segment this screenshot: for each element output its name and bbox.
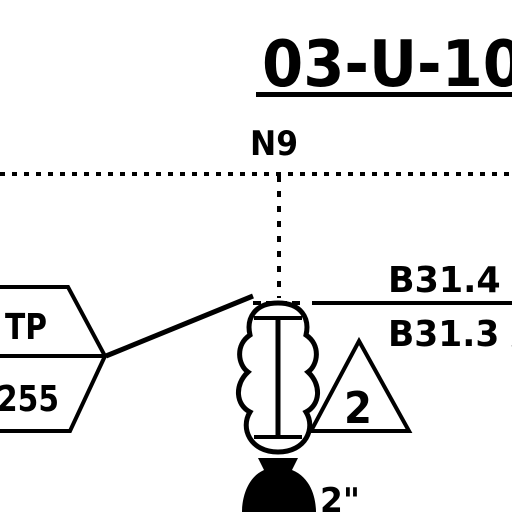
node-label: N9 <box>250 124 298 164</box>
leader-line <box>105 293 254 359</box>
revision-triangle <box>307 336 413 433</box>
spec-upper-label: B31.4 Y <box>388 260 512 301</box>
size-label: 2" <box>320 481 360 512</box>
tag-top-label: TP <box>5 307 47 348</box>
spec-lower-label: B31.3 A <box>388 314 512 355</box>
revision-number: 2 <box>344 383 372 434</box>
title-underline <box>256 92 512 97</box>
drawing-title: 03-U-10 <box>262 28 512 102</box>
fitting-filled-shape <box>242 458 316 512</box>
valve-body <box>236 300 320 455</box>
tag-bottom-label: 255 <box>0 379 59 420</box>
